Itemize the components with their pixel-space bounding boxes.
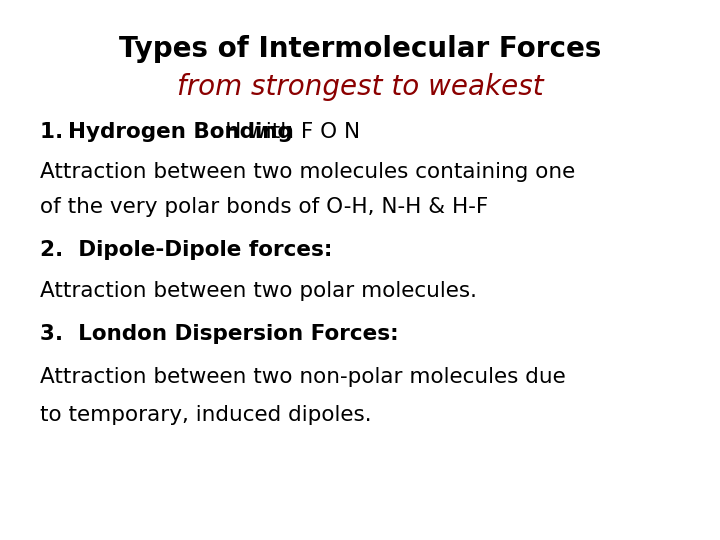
Text: of the very polar bonds of O-H, N-H & H-F: of the very polar bonds of O-H, N-H & H-… [40, 197, 488, 217]
Text: 3.  London Dispersion Forces:: 3. London Dispersion Forces: [40, 324, 398, 344]
Text: 1.: 1. [40, 122, 86, 141]
Text: Hydrogen Bonding: Hydrogen Bonding [68, 122, 293, 141]
Text: Types of Intermolecular Forces: Types of Intermolecular Forces [119, 35, 601, 63]
Text: Attraction between two non-polar molecules due: Attraction between two non-polar molecul… [40, 367, 565, 387]
Text: : H with F O N: : H with F O N [211, 122, 360, 141]
Text: from strongest to weakest: from strongest to weakest [176, 73, 544, 101]
Text: 2.  Dipole-Dipole forces:: 2. Dipole-Dipole forces: [40, 240, 332, 260]
Text: to temporary, induced dipoles.: to temporary, induced dipoles. [40, 405, 372, 425]
Text: Attraction between two polar molecules.: Attraction between two polar molecules. [40, 281, 477, 301]
Text: Attraction between two molecules containing one: Attraction between two molecules contain… [40, 162, 575, 182]
